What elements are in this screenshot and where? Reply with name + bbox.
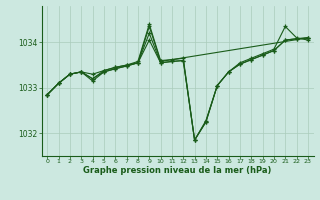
X-axis label: Graphe pression niveau de la mer (hPa): Graphe pression niveau de la mer (hPa) [84, 166, 272, 175]
